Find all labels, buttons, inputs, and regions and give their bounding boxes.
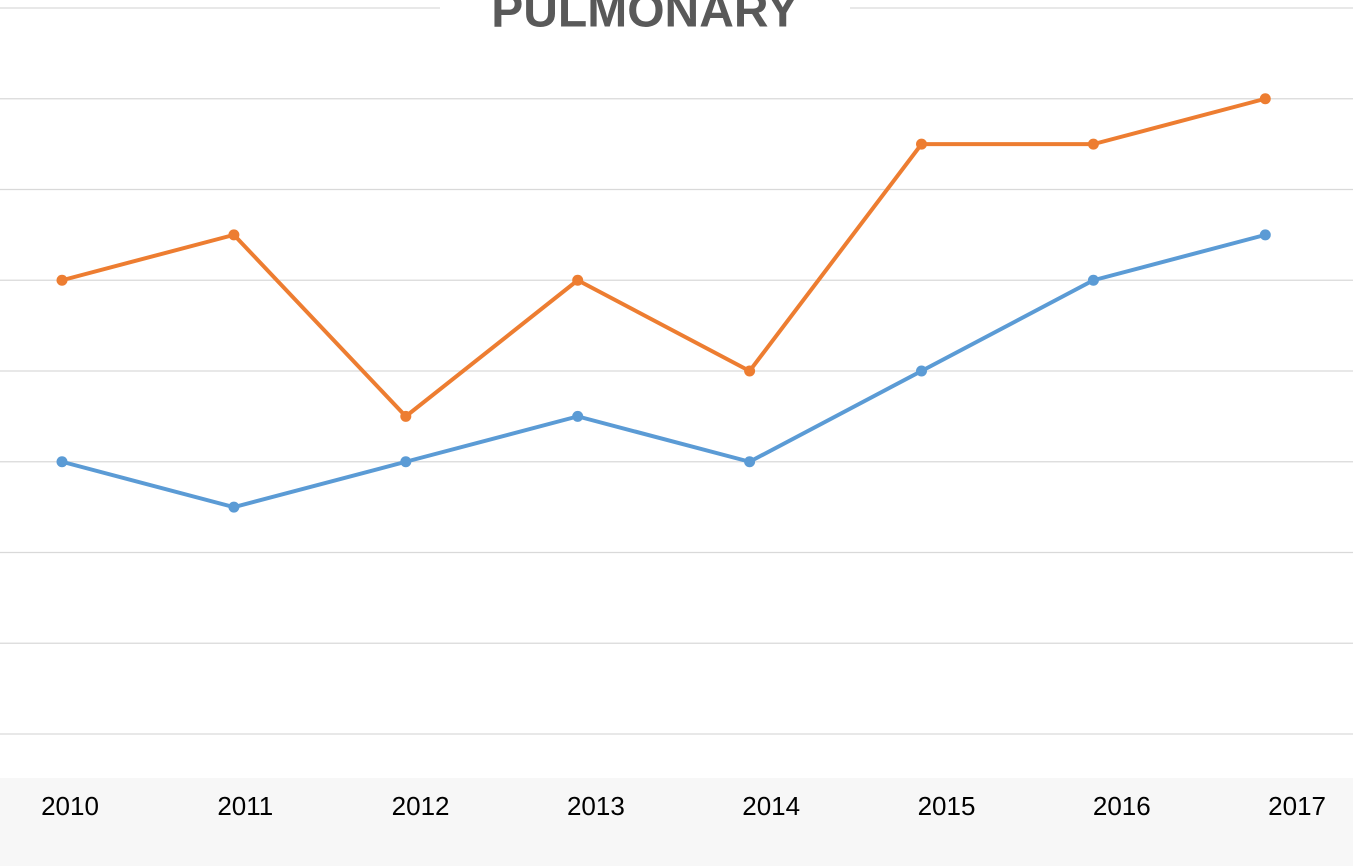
data-point — [228, 501, 240, 513]
data-point — [56, 456, 68, 468]
plot — [56, 93, 1271, 513]
data-point — [1259, 229, 1271, 241]
data-point — [400, 456, 412, 468]
x-tick-label: 2015 — [918, 791, 976, 821]
x-tick-label: 2012 — [392, 791, 450, 821]
x-tick-label: 2011 — [217, 791, 273, 821]
x-tick-label: 2010 — [41, 791, 99, 821]
x-tick-label: 2016 — [1093, 791, 1151, 821]
data-point — [744, 365, 756, 377]
data-point — [400, 410, 412, 422]
axis-band — [0, 778, 1353, 866]
title-backdrop — [440, 0, 850, 40]
data-point — [916, 365, 927, 377]
x-tick-label: 2014 — [742, 791, 800, 821]
data-point — [744, 456, 756, 468]
data-point — [916, 138, 927, 150]
data-point — [228, 229, 240, 241]
grid — [0, 7, 1353, 735]
data-point — [1259, 93, 1271, 105]
data-point — [572, 410, 584, 422]
chart-title: PULMONARY — [491, 0, 799, 38]
data-point — [572, 274, 584, 286]
series-line — [61, 232, 1266, 510]
series-line — [61, 96, 1266, 419]
data-point — [56, 274, 68, 286]
x-tick-label: 2013 — [567, 791, 625, 821]
x-tick-label: 2017 — [1268, 791, 1326, 821]
data-point — [1087, 274, 1099, 286]
data-point — [1087, 138, 1099, 150]
